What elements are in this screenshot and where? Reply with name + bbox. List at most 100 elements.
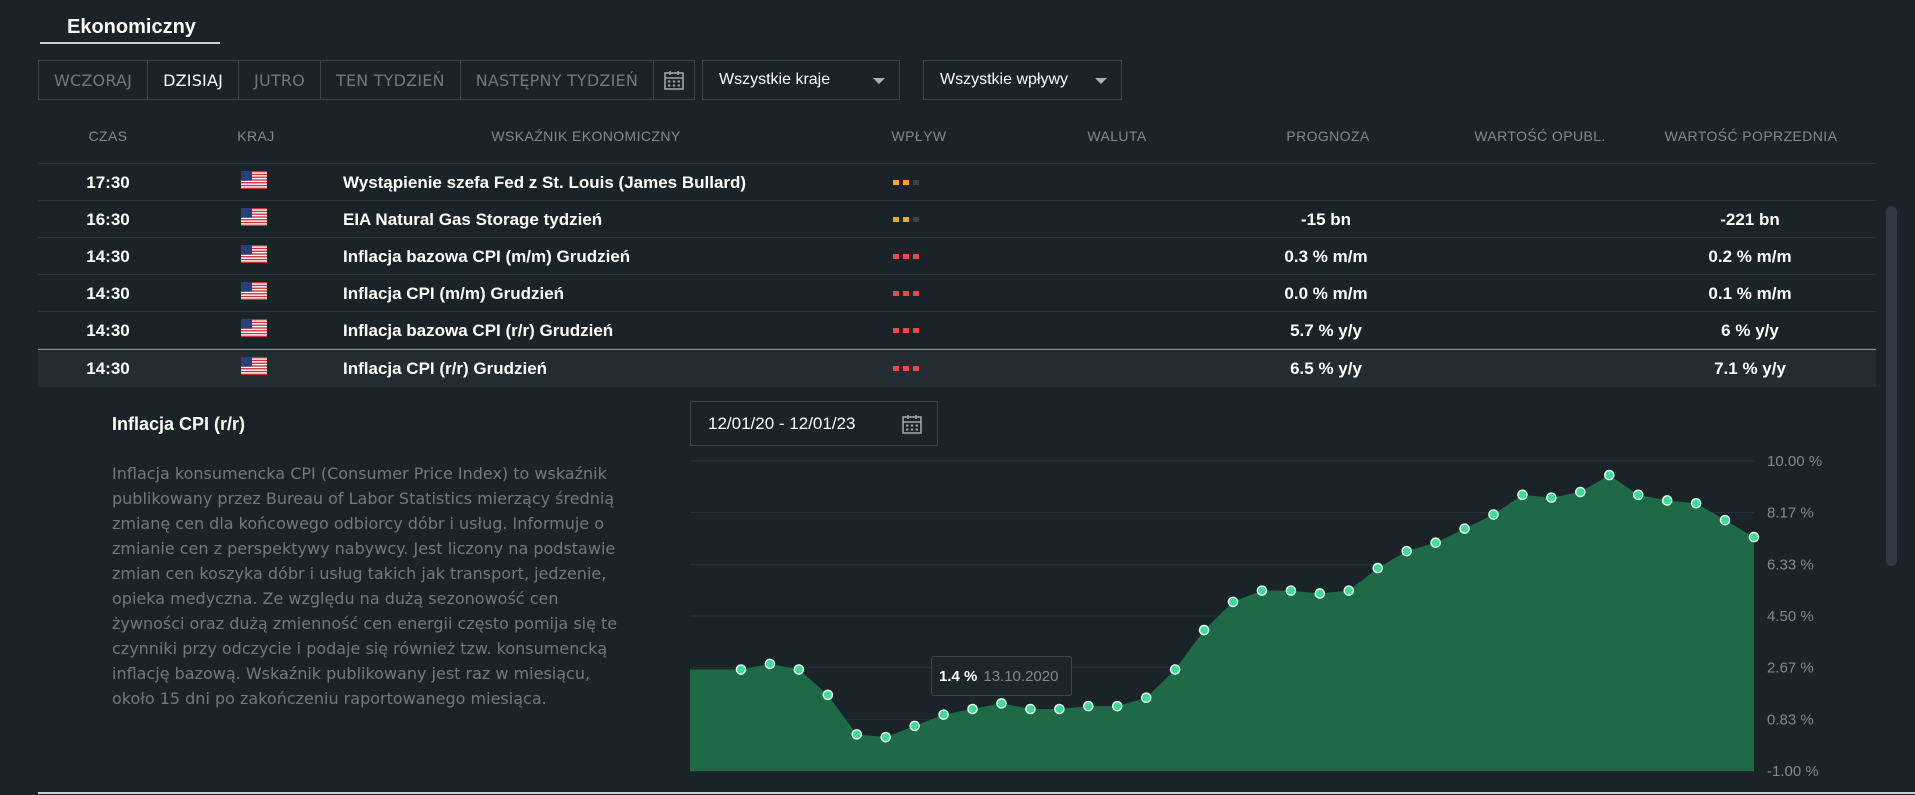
impact-filter-value: Wszystkie wpływy: [940, 71, 1069, 88]
data-point[interactable]: [1430, 537, 1441, 549]
data-point[interactable]: [1401, 545, 1412, 557]
tab-yesterday[interactable]: WCZORAJ: [39, 61, 149, 99]
event-time: 14:30: [86, 284, 130, 303]
data-point[interactable]: [1372, 562, 1384, 574]
date-range-picker[interactable]: 12/01/20 - 12/01/23: [690, 401, 938, 446]
column-previous[interactable]: WARTOŚĆ POPRZEDNIA: [1664, 128, 1838, 144]
data-point[interactable]: [1603, 469, 1615, 481]
data-point[interactable]: [909, 720, 920, 732]
data-point[interactable]: [822, 689, 834, 701]
data-point[interactable]: [1575, 486, 1586, 498]
data-point[interactable]: [764, 658, 776, 670]
column-forecast[interactable]: PROGNOZA: [1286, 128, 1370, 144]
data-point[interactable]: [1719, 514, 1731, 526]
data-point[interactable]: [1314, 588, 1326, 599]
chart-tooltip: 1.4 % 13.10.2020: [931, 656, 1072, 696]
column-impact[interactable]: WPŁYW: [891, 128, 947, 144]
data-point[interactable]: [735, 664, 747, 675]
column-country[interactable]: KRAJ: [237, 128, 275, 144]
country-filter-select[interactable]: Wszystkie kraje: [702, 60, 900, 100]
data-point[interactable]: [1140, 692, 1152, 704]
data-point[interactable]: [793, 664, 805, 675]
tab-this-week[interactable]: TEN TYDZIEŃ: [321, 61, 461, 99]
column-currency[interactable]: WALUTA: [1087, 128, 1147, 144]
table-row[interactable]: 17:30 Wystąpienie szefa Fed z St. Louis (…: [38, 164, 1876, 201]
event-previous: -221 bn: [1720, 210, 1780, 229]
event-previous: 6 % y/y: [1721, 321, 1779, 340]
data-point[interactable]: [1054, 703, 1065, 715]
date-range-value: 12/01/20 - 12/01/23: [708, 413, 856, 433]
country-filter-value: Wszystkie kraje: [719, 71, 831, 88]
us-flag-icon: [241, 357, 267, 375]
us-flag-icon: [241, 319, 267, 337]
table-row[interactable]: 14:30 Inflacja bazowa CPI (r/r) Grudzień 5…: [38, 312, 1876, 349]
y-tick-label: -1.00 %: [1767, 763, 1819, 780]
table-row[interactable]: 16:30 EIA Natural Gas Storage tydzień -15 …: [38, 201, 1876, 238]
data-point[interactable]: [1517, 489, 1528, 501]
data-point[interactable]: [1661, 495, 1673, 506]
data-point[interactable]: [1488, 509, 1499, 520]
event-name[interactable]: Inflacja bazowa CPI (m/m) Grudzień: [343, 247, 631, 266]
event-previous: 7.1 % y/y: [1714, 359, 1786, 378]
data-point[interactable]: [1748, 531, 1760, 543]
data-point[interactable]: [1285, 585, 1297, 596]
event-time: 17:30: [86, 173, 130, 192]
column-published[interactable]: WARTOŚĆ OPUBL.: [1474, 128, 1606, 144]
tab-next-week[interactable]: NASTĘPNY TYDZIEŃ: [461, 61, 654, 99]
data-point[interactable]: [1083, 700, 1094, 712]
date-tabs: WCZORAJ DZISIAJ JUTRO TEN TYDZIEŃ NASTĘP…: [38, 60, 695, 100]
impact-indicator: [893, 217, 919, 222]
event-forecast: 0.0 % m/m: [1284, 284, 1368, 303]
table-row[interactable]: 14:30 Inflacja bazowa CPI (m/m) Grudzień 0…: [38, 238, 1876, 275]
data-point[interactable]: [1111, 700, 1123, 712]
data-point[interactable]: [1025, 703, 1036, 715]
section-tab-economic[interactable]: Ekonomiczny: [40, 12, 220, 44]
data-point[interactable]: [1198, 624, 1210, 636]
event-name[interactable]: Wystąpienie szefa Fed z St. Louis (James…: [343, 173, 747, 192]
event-forecast: 5.7 % y/y: [1290, 321, 1362, 340]
event-time: 16:30: [86, 210, 130, 229]
data-point[interactable]: [1690, 497, 1702, 509]
data-point[interactable]: [1632, 489, 1644, 501]
data-point[interactable]: [880, 731, 892, 743]
scrollbar[interactable]: [1886, 206, 1897, 566]
event-previous: 0.1 % m/m: [1708, 284, 1792, 303]
impact-indicator: [893, 180, 919, 185]
us-flag-icon: [241, 282, 267, 300]
event-name[interactable]: EIA Natural Gas Storage tydzień: [343, 210, 603, 229]
data-point[interactable]: [851, 729, 863, 740]
data-point[interactable]: [1343, 585, 1355, 596]
data-point[interactable]: [1227, 596, 1239, 608]
table-row[interactable]: 14:30 Inflacja CPI (m/m) Grudzień 0.0 % m/…: [38, 275, 1876, 312]
series-area: [690, 475, 1754, 771]
data-point[interactable]: [996, 698, 1007, 709]
data-point[interactable]: [1256, 585, 1268, 596]
event-time: 14:30: [86, 321, 130, 340]
table-row[interactable]: 14:30 Inflacja CPI (r/r) Grudzień 6.5 % y/…: [38, 349, 1876, 387]
event-previous: 0.2 % m/m: [1708, 247, 1792, 266]
impact-filter-select[interactable]: Wszystkie wpływy: [923, 60, 1122, 100]
event-time: 14:30: [86, 359, 130, 378]
tab-tomorrow[interactable]: JUTRO: [239, 61, 321, 99]
data-point[interactable]: [967, 703, 978, 715]
data-point[interactable]: [1169, 664, 1181, 675]
column-time[interactable]: CZAS: [88, 128, 128, 144]
data-point[interactable]: [1459, 523, 1470, 534]
data-point[interactable]: [1546, 492, 1557, 503]
event-name[interactable]: Inflacja CPI (r/r) Grudzień: [343, 359, 548, 378]
event-forecast: 6.5 % y/y: [1290, 359, 1362, 378]
tab-today[interactable]: DZISIAJ: [148, 61, 240, 99]
impact-indicator: [893, 366, 919, 371]
event-name[interactable]: Inflacja CPI (m/m) Grudzień: [343, 284, 565, 303]
y-tick-label: 4.50 %: [1767, 608, 1814, 625]
detail-description: Inflacja konsumencka CPI (Consumer Price…: [112, 464, 618, 708]
calendar-button[interactable]: [654, 61, 694, 99]
y-tick-label: 2.67 %: [1767, 660, 1814, 677]
impact-indicator: [893, 291, 919, 296]
event-forecast: -15 bn: [1300, 210, 1352, 229]
data-point[interactable]: [938, 709, 949, 720]
event-time: 14:30: [86, 247, 130, 266]
column-indicator[interactable]: WSKAŹNIK EKONOMICZNY: [491, 128, 681, 144]
event-name[interactable]: Inflacja bazowa CPI (r/r) Grudzień: [343, 321, 614, 340]
